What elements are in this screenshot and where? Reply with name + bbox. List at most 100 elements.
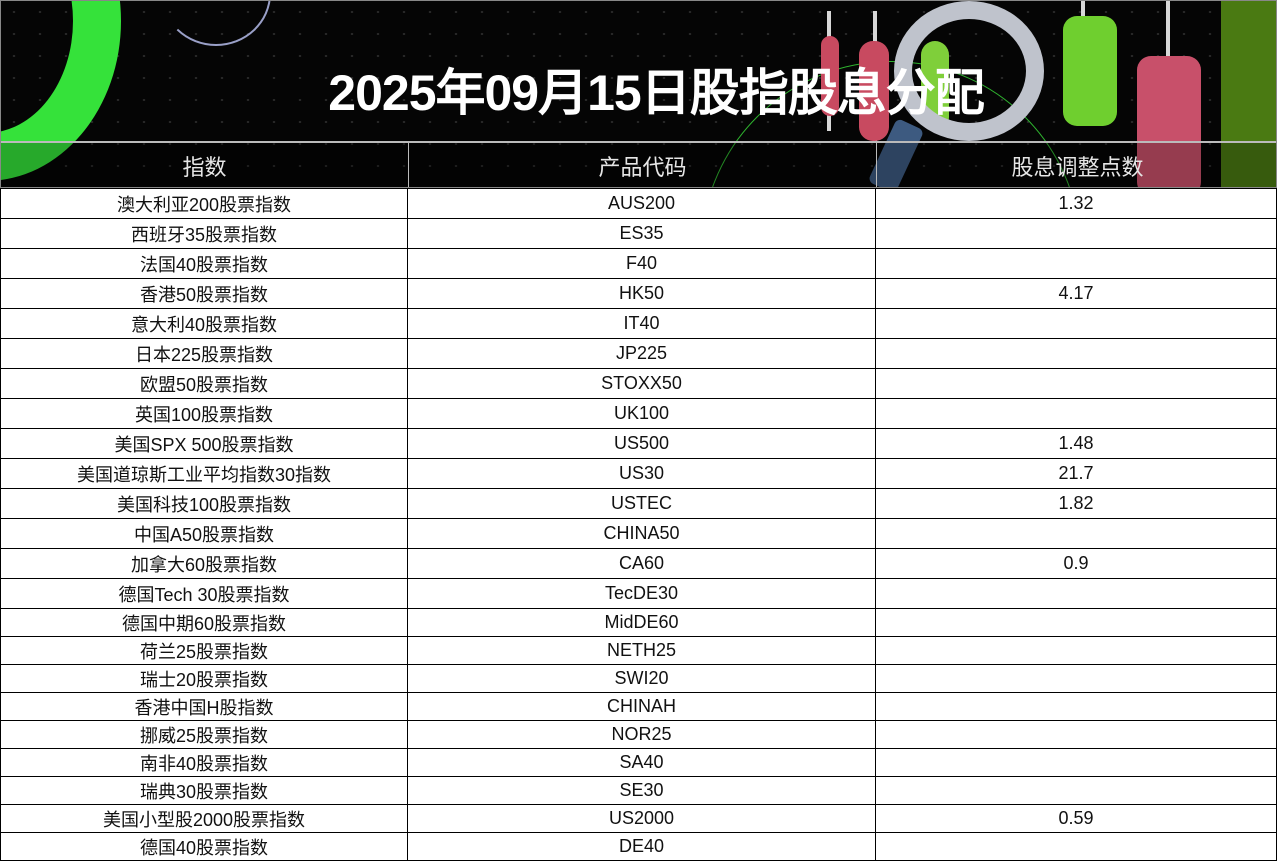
product-code-cell: CHINAH [407, 692, 876, 721]
product-code-cell: AUS200 [407, 188, 876, 219]
table-row: 瑞典30股票指数 SE30 [0, 776, 1277, 805]
dividend-points-cell [875, 338, 1277, 369]
candlestick-icon [821, 36, 839, 116]
product-code-cell: USTEC [407, 488, 876, 519]
candlestick-icon [859, 41, 889, 141]
dividend-points-cell: 21.7 [875, 458, 1277, 489]
table-row: 香港中国H股指数 CHINAH [0, 692, 1277, 721]
index-name-cell: 加拿大60股票指数 [0, 548, 408, 579]
dividend-points-cell: 1.32 [875, 188, 1277, 219]
page-title: 2025年09月15日股指股息分配 [328, 65, 984, 121]
index-name-cell: 美国道琼斯工业平均指数30指数 [0, 458, 408, 489]
table-row: 西班牙35股票指数 ES35 [0, 218, 1277, 249]
dividend-points-cell [875, 720, 1277, 749]
index-name-cell: 瑞典30股票指数 [0, 776, 408, 805]
dividend-points-cell [875, 608, 1277, 637]
index-name-cell: 意大利40股票指数 [0, 308, 408, 339]
dividend-points-cell [875, 636, 1277, 665]
candle-wick [1166, 1, 1170, 71]
product-code-cell: MidDE60 [407, 608, 876, 637]
table-header: 指数 产品代码 股息调整点数 [1, 141, 1276, 187]
dividend-points-cell [875, 832, 1277, 861]
index-name-cell: 美国科技100股票指数 [0, 488, 408, 519]
product-code-cell: SA40 [407, 748, 876, 777]
column-header-index: 指数 [1, 143, 408, 187]
product-code-cell: JP225 [407, 338, 876, 369]
table-row: 澳大利亚200股票指数 AUS200 1.32 [0, 188, 1277, 219]
index-name-cell: 英国100股票指数 [0, 398, 408, 429]
dividend-points-cell [875, 398, 1277, 429]
product-code-cell: IT40 [407, 308, 876, 339]
table-row: 香港50股票指数 HK50 4.17 [0, 278, 1277, 309]
dividend-points-cell [875, 218, 1277, 249]
product-code-cell: SWI20 [407, 664, 876, 693]
index-name-cell: 中国A50股票指数 [0, 518, 408, 549]
product-code-cell: F40 [407, 248, 876, 279]
index-name-cell: 德国Tech 30股票指数 [0, 578, 408, 609]
product-code-cell: US500 [407, 428, 876, 459]
table-row: 美国SPX 500股票指数 US500 1.48 [0, 428, 1277, 459]
dividend-points-cell [875, 578, 1277, 609]
table-row: 德国40股票指数 DE40 [0, 832, 1277, 861]
index-name-cell: 美国小型股2000股票指数 [0, 804, 408, 833]
product-code-cell: CA60 [407, 548, 876, 579]
table-row: 瑞士20股票指数 SWI20 [0, 664, 1277, 693]
table-row: 意大利40股票指数 IT40 [0, 308, 1277, 339]
header-banner: 2025年09月15日股指股息分配 指数 产品代码 股息调整点数 [0, 0, 1277, 188]
index-name-cell: 香港中国H股指数 [0, 692, 408, 721]
dividend-points-cell: 4.17 [875, 278, 1277, 309]
product-code-cell: ES35 [407, 218, 876, 249]
dividend-table: 澳大利亚200股票指数 AUS200 1.32 西班牙35股票指数 ES35 法国40股票… [0, 188, 1277, 861]
product-code-cell: UK100 [407, 398, 876, 429]
table-row: 日本225股票指数 JP225 [0, 338, 1277, 369]
index-name-cell: 香港50股票指数 [0, 278, 408, 309]
index-name-cell: 挪威25股票指数 [0, 720, 408, 749]
table-row: 美国小型股2000股票指数 US2000 0.59 [0, 804, 1277, 833]
index-name-cell: 澳大利亚200股票指数 [0, 188, 408, 219]
table-row: 荷兰25股票指数 NETH25 [0, 636, 1277, 665]
candlestick-icon [1137, 56, 1201, 187]
product-code-cell: SE30 [407, 776, 876, 805]
candlestick-icon [1063, 16, 1117, 126]
candle-bar-decoration [1221, 1, 1276, 187]
dividend-points-cell [875, 776, 1277, 805]
column-header-dividend: 股息调整点数 [876, 143, 1276, 187]
table-row: 欧盟50股票指数 STOXX50 [0, 368, 1277, 399]
product-code-cell: HK50 [407, 278, 876, 309]
index-name-cell: 美国SPX 500股票指数 [0, 428, 408, 459]
dividend-points-cell [875, 248, 1277, 279]
product-code-cell: US30 [407, 458, 876, 489]
dividend-points-cell [875, 748, 1277, 777]
product-code-cell: STOXX50 [407, 368, 876, 399]
index-name-cell: 西班牙35股票指数 [0, 218, 408, 249]
index-name-cell: 瑞士20股票指数 [0, 664, 408, 693]
dividend-points-cell [875, 518, 1277, 549]
table-row: 法国40股票指数 F40 [0, 248, 1277, 279]
product-code-cell: CHINA50 [407, 518, 876, 549]
dividend-points-cell: 0.59 [875, 804, 1277, 833]
index-name-cell: 德国40股票指数 [0, 832, 408, 861]
table-row: 中国A50股票指数 CHINA50 [0, 518, 1277, 549]
index-name-cell: 日本225股票指数 [0, 338, 408, 369]
table-row: 英国100股票指数 UK100 [0, 398, 1277, 429]
table-row: 挪威25股票指数 NOR25 [0, 720, 1277, 749]
product-code-cell: US2000 [407, 804, 876, 833]
index-name-cell: 法国40股票指数 [0, 248, 408, 279]
index-name-cell: 南非40股票指数 [0, 748, 408, 777]
dividend-points-cell [875, 368, 1277, 399]
dividend-points-cell [875, 308, 1277, 339]
column-header-code: 产品代码 [408, 143, 876, 187]
table-row: 美国科技100股票指数 USTEC 1.82 [0, 488, 1277, 519]
table-row: 德国中期60股票指数 MidDE60 [0, 608, 1277, 637]
dividend-points-cell: 1.48 [875, 428, 1277, 459]
product-code-cell: NOR25 [407, 720, 876, 749]
table-row: 加拿大60股票指数 CA60 0.9 [0, 548, 1277, 579]
table-row: 南非40股票指数 SA40 [0, 748, 1277, 777]
dividend-points-cell [875, 692, 1277, 721]
product-code-cell: TecDE30 [407, 578, 876, 609]
product-code-cell: DE40 [407, 832, 876, 861]
product-code-cell: NETH25 [407, 636, 876, 665]
dividend-points-cell: 0.9 [875, 548, 1277, 579]
table-row: 德国Tech 30股票指数 TecDE30 [0, 578, 1277, 609]
index-name-cell: 欧盟50股票指数 [0, 368, 408, 399]
